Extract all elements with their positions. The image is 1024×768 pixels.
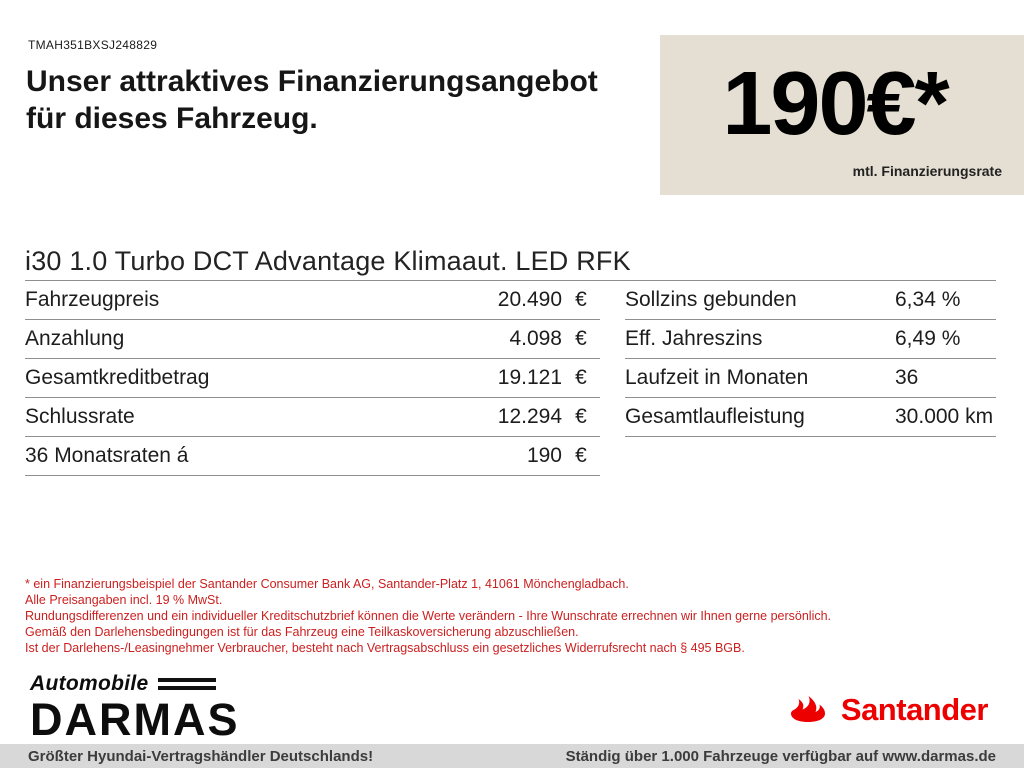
finance-row: Gesamtlaufleistung 30.000 km [625,398,996,437]
finance-row: 36 Monatsraten á 190 € [25,437,600,476]
finance-row: Gesamtkreditbetrag 19.121 € [25,359,600,398]
finance-row-label: Sollzins gebunden [625,288,797,311]
finance-row-unit: € [575,288,587,311]
finance-row: Eff. Jahreszins 6,49 % [625,320,996,359]
monthly-rate-box: 190€* mtl. Finanzierungsrate [660,35,1024,195]
footer-bar: Größter Hyundai-Vertragshändler Deutschl… [0,744,1024,768]
finance-row-unit: € [575,405,587,428]
finance-row: Fahrzeugpreis 20.490 € [25,281,600,320]
finance-row-label: Gesamtkreditbetrag [25,366,210,389]
finance-row-value: 4.098 [509,327,562,350]
darmas-logo-top: Automobile [30,672,240,696]
finance-row-label: Fahrzeugpreis [25,288,160,311]
darmas-logo: Automobile DARMAS [30,672,240,743]
finance-row-value: 190 [526,444,562,467]
finance-row-unit: € [575,444,587,467]
finance-row-label: Anzahlung [25,327,125,350]
finance-row-value: 30.000 km [895,405,994,428]
disclaimer-line: Rundungsdifferenzen und ein individuelle… [25,609,832,623]
monthly-rate-caption: mtl. Finanzierungsrate [852,163,1002,179]
finance-row-label: Gesamtlaufleistung [625,405,805,428]
headline-line-2: für dieses Fahrzeug. [26,101,318,135]
finance-row-label: Laufzeit in Monaten [625,366,809,389]
footer-left-text: Größter Hyundai-Vertragshändler Deutschl… [28,747,374,765]
finance-table-right: Sollzins gebunden 6,34 % Eff. Jahreszins… [625,281,996,437]
santander-flame-icon [785,694,831,727]
finance-row: Laufzeit in Monaten 36 [625,359,996,398]
finance-row: Schlussrate 12.294 € [25,398,600,437]
finance-row-value: 12.294 [497,405,562,428]
finance-row-label: 36 Monatsraten á [25,444,189,467]
finance-row-value: 6,34 % [895,288,961,311]
page-title: Unser attraktives Finanzierungsangebot f… [26,64,598,137]
footer-right-text: Ständig über 1.000 Fahrzeuge verfügbar a… [565,747,996,765]
finance-row: Sollzins gebunden 6,34 % [625,281,996,320]
disclaimer-line: Gemäß den Darlehensbedingungen ist für d… [25,625,579,639]
santander-logo: Santander [785,692,989,728]
vehicle-title: i30 1.0 Turbo DCT Advantage Klimaaut. LE… [25,246,631,276]
title-divider [25,280,996,281]
santander-wordmark: Santander [840,692,989,727]
finance-row-unit: € [575,327,587,350]
finance-row-value: 6,49 % [895,327,961,350]
finance-row-value: 19.121 [497,366,562,389]
disclaimer-line: Alle Preisangaben incl. 19 % MwSt. [25,593,223,607]
finance-row-label: Schlussrate [25,405,135,428]
disclaimer-line: Ist der Darlehens-/Leasingnehmer Verbrau… [25,641,745,655]
finance-row-unit: € [575,366,587,389]
disclaimer: * ein Finanzierungsbeispiel der Santande… [25,576,831,656]
monthly-rate-value: 190€* [722,54,949,154]
finance-row-label: Eff. Jahreszins [625,327,763,350]
finance-row: Anzahlung 4.098 € [25,320,600,359]
darmas-logo-stripes-icon [157,678,216,690]
disclaimer-line: * ein Finanzierungsbeispiel der Santande… [25,577,629,591]
finance-row-value: 36 [895,366,919,389]
darmas-logo-wordmark: DARMAS [30,694,240,745]
darmas-logo-automobile-text: Automobile [30,672,149,695]
finance-row-value: 20.490 [497,288,562,311]
vin-number: TMAH351BXSJ248829 [28,38,158,52]
headline-line-1: Unser attraktives Finanzierungsangebot [26,65,598,98]
finance-table-left: Fahrzeugpreis 20.490 € Anzahlung 4.098 €… [25,281,600,476]
